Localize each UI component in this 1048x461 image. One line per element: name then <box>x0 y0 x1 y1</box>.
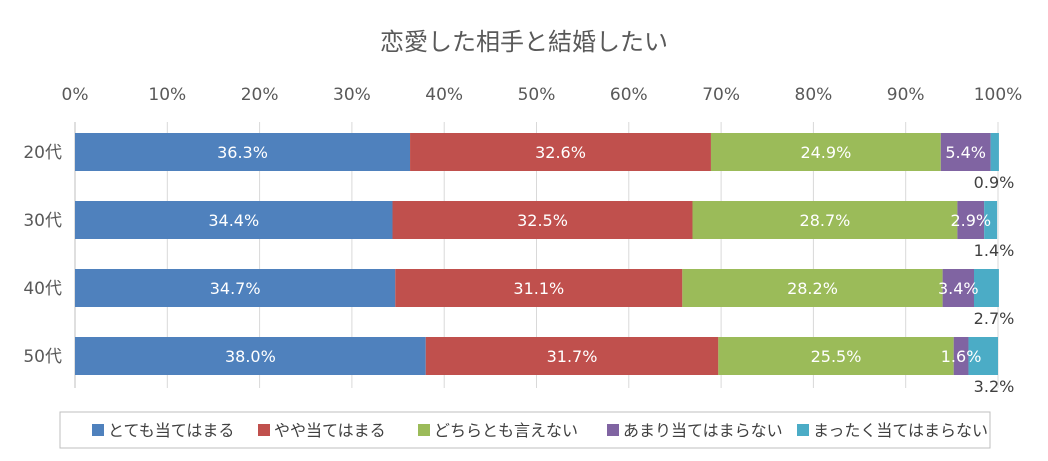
category-label: 40代 <box>23 279 62 299</box>
bar-segment <box>75 269 396 307</box>
bar-segment <box>75 133 411 171</box>
bar-segment <box>974 269 999 307</box>
legend-label: どちらとも言えない <box>434 421 578 440</box>
bar-segment <box>968 337 998 375</box>
data-label: 24.9% <box>800 143 851 162</box>
x-tick-label: 30% <box>333 85 371 105</box>
bar-segment <box>410 133 711 171</box>
x-axis-ticks: 0% 10% 20% 30% 40% 50% 60% 70% 80% 90% 100% <box>62 85 1023 105</box>
category-label: 50代 <box>23 347 62 367</box>
category-labels: 20代 30代 40代 50代 <box>23 143 62 367</box>
bar-segment <box>940 133 991 171</box>
legend-box <box>59 411 991 449</box>
bar-segment <box>392 201 693 239</box>
legend-swatch <box>418 424 430 436</box>
data-label: 31.7% <box>547 347 598 366</box>
data-label: 34.7% <box>210 279 261 298</box>
bar-segment <box>984 201 998 239</box>
legend-swatch <box>92 424 104 436</box>
data-label: 3.4% <box>938 279 979 298</box>
data-label: 1.6% <box>941 347 982 366</box>
bar-segment <box>692 201 958 239</box>
bar-segment <box>425 337 719 375</box>
data-label: 31.1% <box>513 279 564 298</box>
data-label: 5.4% <box>945 143 986 162</box>
bar-segment <box>710 133 941 171</box>
legend-label: まったく当てはまらない <box>813 421 988 440</box>
legend-swatch <box>607 424 619 436</box>
legend-swatch <box>258 424 270 436</box>
chart-title: 恋愛した相手と結婚したい <box>380 28 668 56</box>
category-label: 30代 <box>23 211 62 231</box>
data-label: 28.7% <box>800 211 851 230</box>
data-label: 25.5% <box>811 347 862 366</box>
data-label: 0.9% <box>974 173 1015 192</box>
x-tick-label: 0% <box>62 85 89 105</box>
x-tick-label: 90% <box>887 85 925 105</box>
x-tick-label: 10% <box>148 85 186 105</box>
bar-segment <box>682 269 943 307</box>
data-label: 2.9% <box>950 211 991 230</box>
bar-segment <box>990 133 999 171</box>
x-tick-label: 80% <box>795 85 833 105</box>
x-tick-label: 20% <box>241 85 279 105</box>
data-label: 1.4% <box>974 241 1015 260</box>
x-tick-label: 50% <box>518 85 556 105</box>
data-label: 3.2% <box>974 377 1015 396</box>
x-tick-label: 100% <box>974 85 1023 105</box>
x-tick-label: 60% <box>610 85 648 105</box>
bar-segment <box>395 269 683 307</box>
legend-label: あまり当てはまらない <box>623 421 783 440</box>
bars <box>75 133 999 375</box>
data-label: 36.3% <box>217 143 268 162</box>
legend-label: やや当てはまる <box>274 421 386 440</box>
bar-segment <box>953 337 969 375</box>
x-tick-label: 70% <box>702 85 740 105</box>
data-label: 2.7% <box>974 309 1015 328</box>
legend-label: とても当てはまる <box>108 421 234 440</box>
data-label: 32.5% <box>517 211 568 230</box>
bar-segment <box>942 269 975 307</box>
data-label: 28.2% <box>787 279 838 298</box>
bar-segment <box>75 201 393 239</box>
data-label: 34.4% <box>208 211 259 230</box>
legend: とても当てはまる やや当てはまる どちらとも言えない あまり当てはまらない まったく当て… <box>92 421 988 440</box>
bar-segment <box>75 337 426 375</box>
bar-segment <box>957 201 985 239</box>
legend-swatch <box>797 424 809 436</box>
bar-segment <box>718 337 954 375</box>
data-labels: 36.3% 32.6% 24.9% 5.4% 0.9% 34.4% 32.5% 28.7% 2.… <box>208 143 1014 396</box>
x-tick-label: 40% <box>425 85 463 105</box>
category-label: 20代 <box>23 143 62 163</box>
data-label: 38.0% <box>225 347 276 366</box>
data-label: 32.6% <box>535 143 586 162</box>
